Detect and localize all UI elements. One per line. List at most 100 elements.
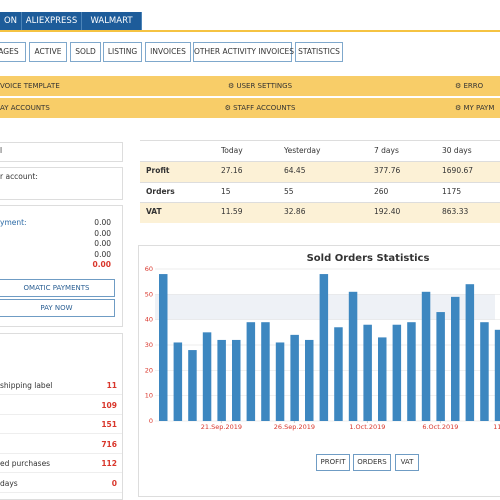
- bar: [290, 334, 299, 421]
- x-tick-label: 6.Oct.2019: [422, 423, 458, 431]
- table-cell: 11.59: [221, 207, 243, 216]
- bar: [480, 322, 489, 421]
- table-cell: 55: [284, 186, 294, 196]
- panel-box: [0, 333, 123, 500]
- y-tick-label: 50: [145, 290, 153, 298]
- list-value: 109: [101, 400, 117, 410]
- amount: 0.00: [92, 260, 111, 269]
- y-tick-label: 60: [145, 265, 153, 273]
- amount: 0.00: [94, 249, 111, 259]
- amount: 0.00: [94, 218, 111, 227]
- list-label: ed purchases: [0, 459, 51, 468]
- menu-bar: [0, 98, 500, 118]
- chart-button[interactable]: PROFIT: [316, 454, 350, 471]
- list-row: [0, 452, 122, 454]
- table-row: [140, 161, 500, 182]
- top-tab[interactable]: ON: [0, 12, 22, 30]
- bar: [363, 324, 372, 421]
- list-label: days: [0, 478, 18, 488]
- chart-button[interactable]: ORDERS: [353, 454, 391, 471]
- table-row: [140, 181, 500, 203]
- table-cell: 1690.67: [442, 166, 474, 175]
- sub-tab[interactable]: SOLD: [70, 42, 101, 62]
- list-row: [0, 394, 122, 395]
- bar: [217, 339, 226, 421]
- table-cell: 192.40: [374, 207, 401, 216]
- table-header: Yesterday: [284, 146, 321, 155]
- bar: [494, 329, 500, 421]
- sub-tab[interactable]: LISTING: [103, 42, 142, 62]
- table-cell: 863.33: [442, 207, 469, 216]
- table-header: 30 days: [442, 146, 472, 155]
- sub-tab[interactable]: SAGES: [0, 42, 26, 62]
- table-cell: 1175: [442, 186, 462, 196]
- top-tab[interactable]: ALIEXPRESS: [22, 12, 82, 30]
- y-tick-label: 10: [145, 392, 153, 400]
- bar: [173, 342, 183, 421]
- amount: 0.00: [94, 228, 111, 238]
- menu-item[interactable]: ⚙ STAFF ACCOUNTS: [224, 104, 296, 112]
- list-row: [0, 413, 122, 415]
- bar: [465, 284, 475, 421]
- table-cell: 15: [221, 186, 231, 196]
- sub-tab[interactable]: INVOICES: [145, 42, 191, 62]
- list-label: shipping label: [0, 381, 53, 390]
- list-row: [0, 491, 122, 493]
- sub-tab[interactable]: STATISTICS: [295, 42, 343, 62]
- menu-item[interactable]: VOICE TEMPLATE: [0, 82, 60, 90]
- payment-label: yment:: [0, 218, 27, 227]
- y-tick-label: 20: [145, 366, 153, 374]
- bar: [159, 274, 168, 421]
- amount: 0.00: [94, 239, 111, 248]
- table-header: 7 days: [374, 146, 399, 155]
- top-tab[interactable]: WALMART: [82, 12, 142, 30]
- table-cell: 64.45: [284, 166, 306, 175]
- table-cell: 27.16: [221, 166, 243, 175]
- bar: [392, 324, 402, 421]
- panel-button[interactable]: PAY NOW: [0, 299, 115, 317]
- stats-table: [140, 140, 500, 222]
- panel-box: [0, 167, 123, 200]
- panel-button[interactable]: OMATIC PAYMENTS: [0, 279, 115, 297]
- y-tick-label: 30: [145, 341, 153, 349]
- x-tick-label: 21.Sep.2019: [201, 423, 242, 431]
- table-cell: 260: [374, 186, 389, 196]
- y-tick-label: 40: [145, 316, 153, 324]
- bar: [261, 322, 270, 421]
- table-cell: 32.86: [284, 207, 306, 216]
- sub-tab[interactable]: OTHER ACTIVITY INVOICES: [193, 42, 294, 62]
- bar: [305, 339, 314, 421]
- sub-tab[interactable]: ACTIVE: [29, 42, 67, 62]
- bar: [451, 296, 460, 421]
- menu-item[interactable]: AY ACCOUNTS: [0, 104, 50, 112]
- chart: Sold Orders Statistics 0 10 20 30 40 50 60 21.S…: [145, 253, 500, 431]
- x-tick-label: 11.Oct.2019: [493, 423, 500, 431]
- divider: [0, 30, 500, 32]
- menu-item[interactable]: ⚙ MY PAYM: [455, 104, 495, 112]
- table-header: Today: [221, 146, 243, 155]
- table-row: [140, 202, 500, 223]
- list-value: 0: [111, 478, 117, 488]
- bar: [202, 332, 212, 421]
- menu-item[interactable]: ⚙ USER SETTINGS: [227, 82, 293, 90]
- list-row: [0, 433, 122, 434]
- bar: [246, 322, 256, 421]
- list-value: 112: [101, 459, 117, 468]
- row-label: Orders: [146, 186, 175, 196]
- bar: [407, 322, 416, 421]
- bar: [319, 274, 329, 421]
- panel-box: [0, 142, 123, 162]
- y-tick-label: 0: [149, 417, 153, 425]
- bar: [188, 350, 197, 421]
- box-text: r account:: [0, 172, 38, 181]
- bar: [348, 291, 358, 421]
- box-text: l: [0, 146, 3, 155]
- chart-button[interactable]: VAT: [395, 454, 419, 471]
- menu-item[interactable]: ⚙ ERRO: [455, 82, 484, 90]
- row-label: VAT: [146, 207, 162, 216]
- x-tick-label: 26.Sep.2019: [274, 423, 315, 431]
- bar: [334, 327, 343, 421]
- bar: [232, 339, 241, 421]
- bar: [421, 291, 431, 421]
